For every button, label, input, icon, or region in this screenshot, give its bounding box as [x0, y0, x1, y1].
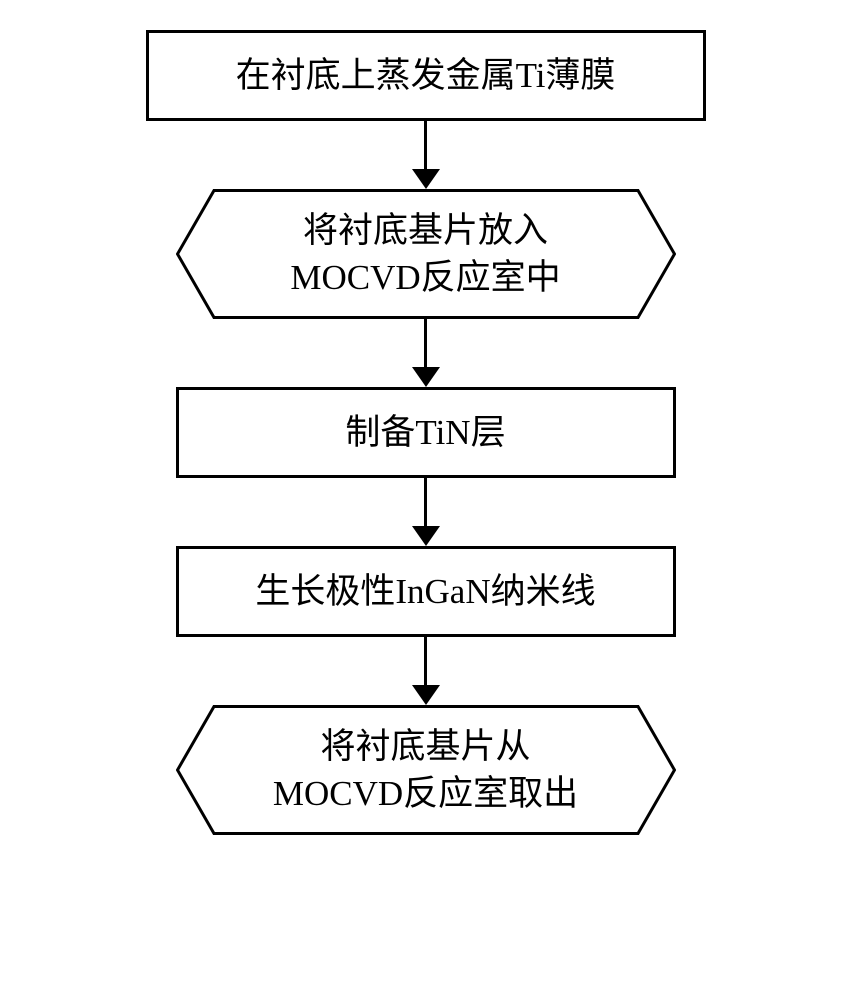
step-text: 在衬底上蒸发金属Ti薄膜: [236, 51, 616, 100]
io-step-2: 将衬底基片放入MOCVD反应室中: [176, 189, 676, 319]
flow-arrow: [412, 319, 440, 387]
flow-arrow: [412, 121, 440, 189]
process-step-1: 在衬底上蒸发金属Ti薄膜: [146, 30, 706, 121]
arrow-head-icon: [412, 526, 440, 546]
arrow-line: [424, 478, 427, 526]
flow-arrow: [412, 478, 440, 546]
arrow-head-icon: [412, 169, 440, 189]
arrow-line: [424, 637, 427, 685]
step-text: 将衬底基片从MOCVD反应室取出: [223, 723, 628, 818]
arrow-head-icon: [412, 685, 440, 705]
step-text: 制备TiN层: [345, 408, 505, 457]
process-step-4: 生长极性InGaN纳米线: [176, 546, 676, 637]
flowchart-container: 在衬底上蒸发金属Ti薄膜将衬底基片放入MOCVD反应室中制备TiN层生长极性In…: [126, 30, 726, 835]
step-text: 将衬底基片放入MOCVD反应室中: [240, 207, 610, 302]
io-step-5: 将衬底基片从MOCVD反应室取出: [176, 705, 676, 835]
arrow-line: [424, 121, 427, 169]
arrow-head-icon: [412, 367, 440, 387]
step-text: 生长极性InGaN纳米线: [255, 567, 595, 616]
flow-arrow: [412, 637, 440, 705]
arrow-line: [424, 319, 427, 367]
process-step-3: 制备TiN层: [176, 387, 676, 478]
